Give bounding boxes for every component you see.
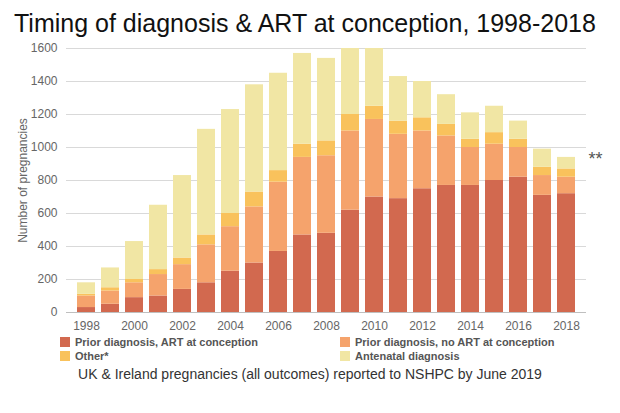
svg-text:2006: 2006 — [265, 319, 292, 333]
html-text:Prior diagnosis, ART at concep: Prior diagnosis, ART at conception — [75, 336, 258, 348]
html-text:Prior diagnosis, no ART at con: Prior diagnosis, no ART at conception — [355, 336, 555, 348]
svg-text:0: 0 — [51, 305, 58, 319]
svg-text:2008: 2008 — [313, 319, 340, 333]
svg-text:1998: 1998 — [73, 319, 100, 333]
svg-text:Number of pregnancies: Number of pregnancies — [16, 118, 30, 243]
svg-text:2018: 2018 — [553, 319, 580, 333]
svg-text:2014: 2014 — [457, 319, 484, 333]
svg-text:2004: 2004 — [217, 319, 244, 333]
svg-text:1400: 1400 — [31, 74, 58, 88]
svg-text:1600: 1600 — [31, 41, 58, 55]
html-text:Other*: Other* — [75, 350, 109, 362]
html-text:Timing of diagnosis & ART at c: Timing of diagnosis & ART at conception,… — [14, 9, 596, 37]
svg-text:1200: 1200 — [31, 107, 58, 121]
svg-text:2010: 2010 — [361, 319, 388, 333]
html-text:Antenatal diagnosis: Antenatal diagnosis — [355, 350, 460, 362]
svg-text:800: 800 — [37, 173, 57, 187]
svg-text:2002: 2002 — [169, 319, 196, 333]
svg-text:600: 600 — [37, 206, 57, 220]
svg-text:400: 400 — [37, 239, 57, 253]
svg-text:2012: 2012 — [409, 319, 436, 333]
svg-text:200: 200 — [37, 272, 57, 286]
svg-text:2000: 2000 — [121, 319, 148, 333]
html-text:UK & Ireland pregnancies (all: UK & Ireland pregnancies (all outcomes) … — [78, 366, 542, 382]
svg-text:2016: 2016 — [505, 319, 532, 333]
svg-text:1000: 1000 — [31, 140, 58, 154]
svg-text:**: ** — [589, 149, 603, 169]
